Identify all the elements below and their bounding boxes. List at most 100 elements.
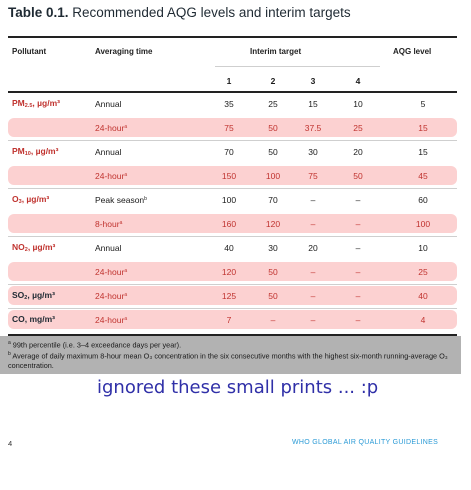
averaging-time: 24-houra <box>95 266 128 277</box>
aqg-level-value: 5 <box>420 98 426 109</box>
pollutant-name: PM2.5, µg/m³ <box>12 98 60 109</box>
pollutant-name: NO2, µg/m³ <box>12 242 56 253</box>
row-divider <box>8 284 457 285</box>
row-divider <box>8 236 457 237</box>
aqg-level-value: 40 <box>418 290 428 301</box>
aqg-level-value: 10 <box>418 242 428 253</box>
interim-target-2-value: 120 <box>265 218 281 229</box>
footnote-a: a 99th percentile (i.e. 3–4 exceedance d… <box>8 340 182 350</box>
averaging-time: Annual <box>95 242 122 253</box>
header-aqg-level: AQG level <box>393 47 432 56</box>
row-divider <box>8 308 457 309</box>
target-number-4: 4 <box>355 76 361 86</box>
interim-target-1-value: 35 <box>224 98 234 109</box>
interim-target-1-value: 120 <box>221 266 237 277</box>
interim-target-3-value: 75 <box>308 170 318 181</box>
interim-target-2-value: 50 <box>268 122 278 133</box>
interim-target-4-value: – <box>355 266 361 277</box>
row-highlight <box>8 310 457 329</box>
table-row: PM10, µg/m³ Annual 70 50 30 20 15 <box>8 141 457 163</box>
table-row: CO, mg/m³ 24-houra 7 – – – 4 <box>8 309 457 331</box>
interim-target-1-value: 75 <box>224 122 234 133</box>
row-divider <box>8 188 457 189</box>
target-number-3: 3 <box>310 76 316 86</box>
interim-target-4-value: – <box>355 242 361 253</box>
running-title: WHO GLOBAL AIR QUALITY GUIDELINES <box>292 439 439 446</box>
row-highlight <box>8 118 457 137</box>
interim-target-1-value: 40 <box>224 242 234 253</box>
pollutant-name: CO, mg/m³ <box>12 314 55 324</box>
header-averaging-time: Averaging time <box>95 47 153 56</box>
footnotes: a 99th percentile (i.e. 3–4 exceedance d… <box>0 336 461 374</box>
table-row: SO2, µg/m³ 24-houra 125 50 – – 40 <box>8 285 457 307</box>
header-interim-target: Interim target <box>250 47 302 56</box>
header-mid-rule <box>215 66 380 67</box>
page-number: 4 <box>8 439 13 448</box>
interim-target-1-value: 7 <box>226 314 232 325</box>
table-row: 8-houra 160 120 – – 100 <box>8 213 457 235</box>
interim-target-3-value: 37.5 <box>304 122 322 133</box>
header-pollutant: Pollutant <box>12 47 47 56</box>
table-row: 24-houra 120 50 – – 25 <box>8 261 457 283</box>
interim-target-3-value: – <box>310 266 316 277</box>
averaging-time: 8-houra <box>95 218 123 229</box>
averaging-time: 24-houra <box>95 290 128 301</box>
interim-target-1-value: 125 <box>221 290 237 301</box>
interim-target-3-value: – <box>310 314 316 325</box>
pollutant-name: SO2, µg/m³ <box>12 290 55 301</box>
target-number-2: 2 <box>270 76 276 86</box>
table-row: O3, µg/m³ Peak seasonb 100 70 – – 60 <box>8 189 457 211</box>
interim-target-1-value: 160 <box>221 218 237 229</box>
interim-target-4-value: – <box>355 218 361 229</box>
interim-target-2-value: 70 <box>268 194 278 205</box>
interim-target-2-value: 25 <box>268 98 278 109</box>
aqg-level-value: 100 <box>415 218 431 229</box>
interim-target-4-value: 20 <box>353 146 363 157</box>
table-row: 24-houra 75 50 37.5 25 15 <box>8 117 457 139</box>
interim-target-3-value: 30 <box>308 146 318 157</box>
table-bottom-rule <box>8 334 457 336</box>
aqg-level-value: 15 <box>418 146 428 157</box>
aqg-level-value: 4 <box>420 314 426 325</box>
row-highlight <box>8 262 457 281</box>
averaging-time: Annual <box>95 98 122 109</box>
interim-target-1-value: 150 <box>221 170 237 181</box>
interim-target-2-value: – <box>270 314 276 325</box>
interim-target-3-value: – <box>310 218 316 229</box>
aqg-level-value: 25 <box>418 266 428 277</box>
interim-target-2-value: 100 <box>265 170 281 181</box>
interim-target-3-value: 20 <box>308 242 318 253</box>
interim-target-4-value: – <box>355 194 361 205</box>
aqg-level-value: 45 <box>418 170 428 181</box>
interim-target-2-value: 50 <box>268 146 278 157</box>
table-row: PM2.5, µg/m³ Annual 35 25 15 10 5 <box>8 93 457 115</box>
row-highlight <box>8 286 457 305</box>
averaging-time: Annual <box>95 146 122 157</box>
row-divider <box>8 140 457 141</box>
averaging-time: 24-houra <box>95 314 128 325</box>
aqg-level-value: 60 <box>418 194 428 205</box>
header-bottom-rule <box>8 91 457 93</box>
row-highlight <box>8 214 457 233</box>
table-row: 24-houra 150 100 75 50 45 <box>8 165 457 187</box>
interim-target-3-value: – <box>310 194 316 205</box>
interim-target-3-value: 15 <box>308 98 318 109</box>
aqg-level-value: 15 <box>418 122 428 133</box>
pollutant-name: PM10, µg/m³ <box>12 146 59 157</box>
interim-target-4-value: – <box>355 314 361 325</box>
interim-target-4-value: 10 <box>353 98 363 109</box>
table-row: NO2, µg/m³ Annual 40 30 20 – 10 <box>8 237 457 259</box>
interim-target-2-value: 50 <box>268 290 278 301</box>
footnote-b: b Average of daily maximum 8-hour mean O… <box>8 350 448 370</box>
interim-target-4-value: – <box>355 290 361 301</box>
interim-target-1-value: 70 <box>224 146 234 157</box>
handwritten-annotation: ignored these small prints ... :p <box>97 377 379 398</box>
top-rule <box>8 36 457 38</box>
averaging-time: 24-houra <box>95 122 128 133</box>
interim-target-2-value: 30 <box>268 242 278 253</box>
interim-target-4-value: 50 <box>353 170 363 181</box>
interim-target-4-value: 25 <box>353 122 363 133</box>
averaging-time: 24-houra <box>95 170 128 181</box>
target-number-1: 1 <box>226 76 232 86</box>
row-highlight <box>8 166 457 185</box>
